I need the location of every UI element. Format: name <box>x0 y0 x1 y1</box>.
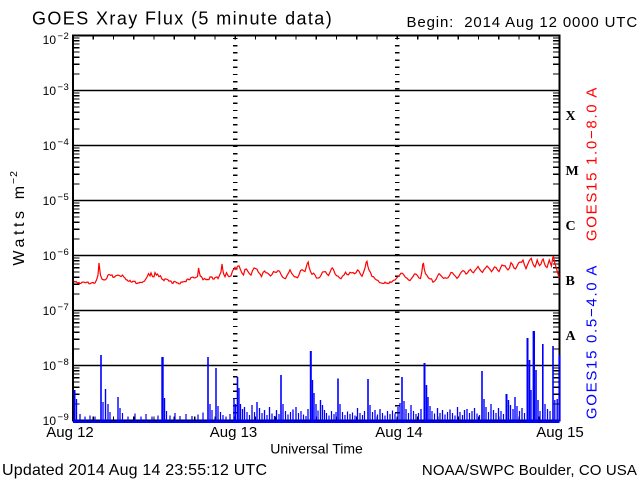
svg-text:−4: −4 <box>58 137 70 148</box>
svg-text:Updated 2014 Aug 14 23:55:12 U: Updated 2014 Aug 14 23:55:12 UTC <box>2 462 267 479</box>
svg-text:10: 10 <box>43 84 57 98</box>
svg-text:−3: −3 <box>58 82 70 93</box>
svg-text:−2: −2 <box>58 31 70 42</box>
svg-text:M: M <box>566 164 579 179</box>
svg-text:10: 10 <box>43 33 57 47</box>
svg-text:−8: −8 <box>58 357 70 368</box>
svg-text:10: 10 <box>43 359 57 373</box>
svg-text:Aug 13: Aug 13 <box>210 424 258 441</box>
svg-text:NOAA/SWPC Boulder, CO USA: NOAA/SWPC Boulder, CO USA <box>422 462 637 479</box>
svg-text:C: C <box>566 219 576 234</box>
svg-text:−5: −5 <box>58 192 70 203</box>
svg-text:GOES15 0.5−4.0 A: GOES15 0.5−4.0 A <box>584 264 601 419</box>
svg-text:−6: −6 <box>58 247 70 258</box>
svg-text:−9: −9 <box>58 412 70 423</box>
svg-text:X: X <box>566 109 576 124</box>
svg-text:GOES Xray Flux (5 minute data): GOES Xray Flux (5 minute data) <box>32 8 333 28</box>
svg-text:10: 10 <box>43 194 57 208</box>
svg-text:−2: −2 <box>8 170 20 184</box>
svg-text:10: 10 <box>43 139 57 153</box>
svg-text:Aug 12: Aug 12 <box>46 424 94 441</box>
svg-text:−7: −7 <box>58 302 70 313</box>
svg-text:GOES15 1.0−8.0 A: GOES15 1.0−8.0 A <box>584 86 601 241</box>
svg-text:Aug 14: Aug 14 <box>375 424 423 441</box>
svg-text:10: 10 <box>43 414 57 428</box>
svg-text:A: A <box>566 329 577 344</box>
svg-text:10: 10 <box>43 304 57 318</box>
svg-text:Aug 15: Aug 15 <box>536 424 584 441</box>
svg-text:Watts m: Watts m <box>11 182 28 265</box>
svg-text:Universal Time: Universal Time <box>270 441 363 457</box>
svg-text:B: B <box>566 274 575 289</box>
svg-text:Begin: 2014 Aug 12 0000 UTC: Begin: 2014 Aug 12 0000 UTC <box>407 14 638 31</box>
svg-text:10: 10 <box>43 249 57 263</box>
